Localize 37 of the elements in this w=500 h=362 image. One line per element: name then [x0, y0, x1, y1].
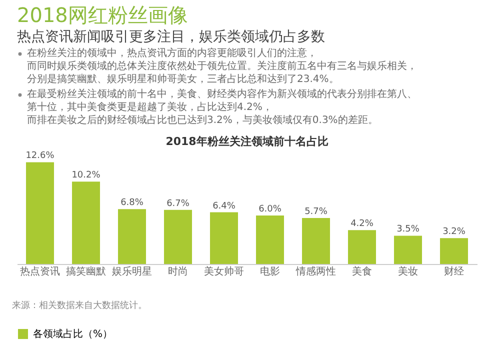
bar — [256, 216, 284, 264]
data-label: 10.2% — [72, 170, 101, 181]
x-tick-label: 美女帅哥 — [204, 266, 244, 278]
x-tick-label: 情感两性 — [295, 266, 336, 278]
data-label: 6.4% — [212, 201, 236, 212]
bar — [302, 218, 330, 264]
chart-title: 2018网红粉丝画像 — [17, 3, 188, 27]
text: 2018年粉丝关注领域前十名占比 — [166, 135, 328, 148]
data-label: 6.8% — [120, 198, 144, 208]
data-label: 12.6% — [26, 151, 55, 162]
bar — [348, 230, 376, 264]
chart-subtitle: 热点资讯新闻吸引更多注目，娱乐类领域仍占多数 — [17, 29, 325, 45]
legend-label: 各领域占比（%） — [33, 328, 113, 340]
data-label: 3.2% — [442, 227, 466, 238]
x-tick-label: 时尚 — [168, 266, 188, 278]
x-tick-label: 热点资讯 — [20, 266, 60, 278]
bar — [118, 209, 146, 264]
source-note: 来源：相关数据来自大数据统计。 — [12, 300, 147, 311]
bar — [394, 236, 422, 264]
x-tick-label: 美妆 — [398, 266, 418, 278]
bar — [164, 210, 192, 264]
text: 在粉丝关注的领域中，热点资讯方面的内容更能吸引人们的注意，而同时娱乐类领域的总体关注度依然处于领先位置。关注度前五名中有三名与娱乐相关，分别是搞笑幽默、娱乐明星和帅哥美女，三者占比总和达到了23.4%。 — [27, 47, 417, 85]
data-label: 4.2% — [350, 219, 374, 230]
x-tick-label: 娱乐明星 — [112, 266, 152, 278]
bar — [26, 162, 54, 264]
data-label: 3.5% — [396, 224, 420, 235]
x-tick-label: 财经 — [444, 266, 464, 278]
x-tick-label: 美食 — [352, 266, 372, 278]
text: 在最受粉丝关注领域的前十名中，美食、财经类内容作为新兴领域的代表分别排在第八、第十位，其中美食类更是超越了美妆，占比达到4.2%，而排在美妆之后的财经领域占比也已达到3.2%，与美妆领域仅有0.3%的差距。 — [27, 88, 417, 126]
data-label: 6.0% — [258, 204, 282, 215]
data-label: 6.7% — [166, 198, 190, 209]
x-tick-label: 电影 — [260, 266, 280, 278]
bar — [210, 212, 238, 264]
data-label: 5.7% — [304, 206, 328, 217]
x-tick-label: 搞笑幽默 — [66, 266, 106, 278]
bar — [72, 182, 100, 264]
bar — [440, 238, 468, 264]
